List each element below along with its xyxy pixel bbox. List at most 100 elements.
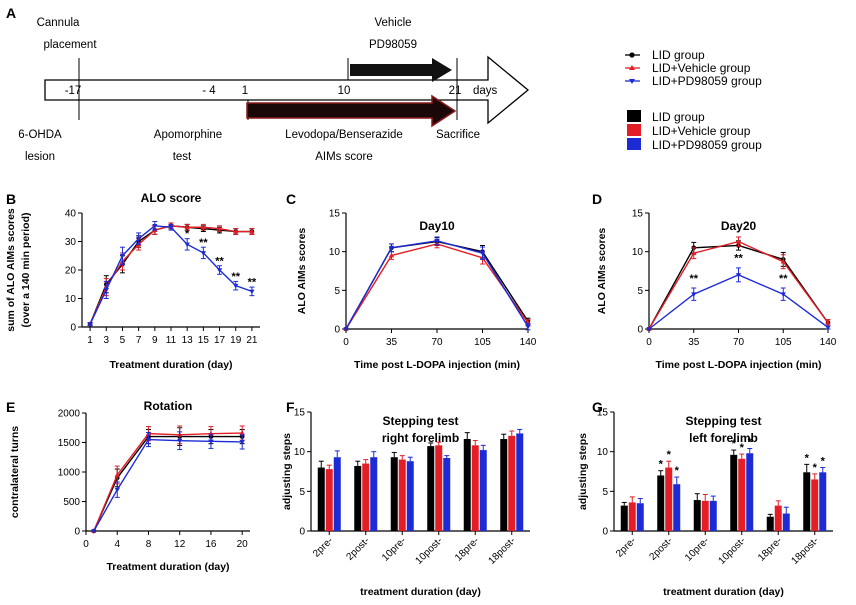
chart-f-xlabel: treatment duration (day) xyxy=(360,586,481,598)
chart-g-significance-mark: * xyxy=(667,449,672,461)
chart-g-significance-mark: * xyxy=(821,456,826,468)
chart-g-category-label: 18pre- xyxy=(756,535,784,563)
legend-marker-vehicle xyxy=(629,65,635,70)
chart-b-xtick-label: 3 xyxy=(103,335,109,346)
chart-g-bar-pd xyxy=(746,453,754,531)
chart-g-significance-mark: * xyxy=(805,452,810,464)
chart-g-ytick-label: 15 xyxy=(597,408,609,419)
chart-f-bar-pd xyxy=(370,457,378,531)
chart-c-title: Day10 xyxy=(419,219,455,233)
chart-b-significance-mark: * xyxy=(185,228,190,240)
day-label-sacrifice: 21 xyxy=(449,85,462,97)
chart-f: F Stepping test right forelimb 0 5 10 15 adjust… xyxy=(281,399,530,598)
chart-g-panel-label: G xyxy=(592,399,603,415)
chart-d-point-vehicle xyxy=(691,250,697,256)
chart-b-significance-mark: ** xyxy=(248,277,257,289)
annotation-sacrifice: Sacrifice xyxy=(436,129,480,141)
chart-c-ytick-label: 5 xyxy=(334,286,340,297)
legend-line-vehicle-label: LID+Vehicle group xyxy=(652,61,751,75)
chart-g-bar-lid xyxy=(657,475,665,531)
chart-b-point-vehicle xyxy=(233,228,239,234)
chart-c-point-pd xyxy=(479,251,486,257)
legend-bar-pd-label: LID+PD98059 group xyxy=(652,138,762,152)
chart-b-xtick-label: 11 xyxy=(166,335,177,346)
legend-swatch-pd xyxy=(627,138,641,150)
chart-e-ylabel-line1: contralateral turns xyxy=(9,426,21,518)
chart-d-point-pd xyxy=(646,327,652,332)
chart-e-xtick-label: 0 xyxy=(83,539,89,550)
timeline-arrow xyxy=(44,55,530,125)
chart-b: B ALO score 0 10 20 30 40 sum of ALO AIMs score… xyxy=(5,191,260,371)
day-label-vehicle-start: 10 xyxy=(338,85,351,97)
annotation-apomorphine-line2: test xyxy=(173,151,192,163)
chart-b-xtick-label: 15 xyxy=(198,335,210,346)
chart-e-point-pd xyxy=(91,529,97,534)
chart-e-ytick-label: 1500 xyxy=(58,438,81,449)
chart-f-bar-vehicle xyxy=(471,445,479,531)
chart-f-ytick-label: 0 xyxy=(299,527,305,538)
chart-c-point-vehicle xyxy=(388,252,395,258)
chart-g-bar-lid xyxy=(766,516,774,531)
chart-d-xtick-label: 105 xyxy=(775,337,792,348)
chart-b-xtick-label: 5 xyxy=(120,335,126,346)
chart-d-point-vehicle xyxy=(735,238,742,244)
chart-d-title: Day20 xyxy=(721,219,757,233)
chart-g-significance-mark: * xyxy=(813,462,818,474)
chart-c-xtick-label: 105 xyxy=(474,337,491,348)
chart-g-category-label: 2post- xyxy=(647,535,674,562)
chart-e-point-vehicle xyxy=(239,430,245,435)
chart-d-point-pd xyxy=(735,273,742,278)
chart-b-title: ALO score xyxy=(141,191,202,205)
legend-line-lid-label: LID group xyxy=(652,48,705,62)
chart-f-ytick-label: 10 xyxy=(294,447,306,458)
chart-b-xtick-label: 9 xyxy=(152,335,158,346)
chart-f-bar-lid xyxy=(463,438,471,531)
chart-e-ytick-label: 2000 xyxy=(58,409,81,420)
chart-d-significance-mark: ** xyxy=(689,273,698,285)
vehicle-arrow xyxy=(350,58,452,82)
chart-b-ytick-label: 10 xyxy=(65,294,77,305)
chart-f-bar-lid xyxy=(390,457,398,531)
chart-f-category-label: 2post- xyxy=(344,535,371,562)
annotation-apomorphine-line1: Apomorphine xyxy=(154,129,222,141)
chart-f-bar-lid xyxy=(500,438,508,531)
chart-b-point-pd xyxy=(168,225,174,231)
chart-g-category-label: 18post- xyxy=(790,535,821,566)
legend-lines: LID group LID+Vehicle group LID+PD98059 … xyxy=(625,48,762,88)
chart-e-point-pd xyxy=(208,439,214,445)
chart-g-ytick-label: 10 xyxy=(597,447,609,458)
chart-e-point-pd xyxy=(177,438,183,444)
legend-bars: LID group LID+Vehicle group LID+PD98059 … xyxy=(627,110,762,152)
chart-b-point-pd xyxy=(216,268,223,273)
legend-line-pd-label: LID+PD98059 group xyxy=(652,74,762,88)
chart-f-title-line1: Stepping test xyxy=(382,414,458,428)
chart-c-point-pd xyxy=(343,327,349,332)
chart-b-series-line-vehicle xyxy=(89,225,252,325)
levodopa-arrow xyxy=(246,94,457,128)
chart-g-bar-vehicle xyxy=(628,502,636,531)
chart-b-point-vehicle xyxy=(184,224,190,230)
legend-bar-lid-label: LID group xyxy=(652,110,705,124)
chart-d-ytick-label: 15 xyxy=(632,209,644,220)
chart-b-ytick-label: 40 xyxy=(65,209,77,220)
chart-g-xlabel: treatment duration (day) xyxy=(663,586,784,598)
chart-g-bar-lid xyxy=(620,505,628,531)
chart-f-bar-pd xyxy=(406,461,414,531)
chart-d-ylabel-line1: ALO AIMs scores xyxy=(596,228,608,315)
chart-f-category-label: 10pre- xyxy=(380,535,408,563)
chart-f-category-label: 18pre- xyxy=(453,535,481,563)
chart-c-ylabel-line1: ALO AIMs scores xyxy=(296,228,308,315)
chart-e-xtick-label: 16 xyxy=(205,539,217,550)
chart-f-bar-lid xyxy=(317,467,325,531)
chart-d: D Day20 0 5 10 15 ALO AIMs scores Time post L-D… xyxy=(592,191,837,371)
chart-f-category-label: 10post- xyxy=(414,535,445,566)
chart-f-bar-vehicle xyxy=(362,463,370,531)
panel-a: A -17 - 4 1 10 21 days Cannula placement… xyxy=(6,5,530,163)
chart-b-ytick-label: 0 xyxy=(70,323,76,334)
chart-b-xtick-label: 1 xyxy=(87,335,93,346)
chart-b-point-vehicle xyxy=(249,228,255,234)
chart-g-title-line2: left forelimb xyxy=(689,431,758,445)
chart-e-xtick-label: 12 xyxy=(174,539,186,550)
chart-f-bar-pd xyxy=(516,433,524,531)
chart-e-point-pd xyxy=(239,440,245,445)
